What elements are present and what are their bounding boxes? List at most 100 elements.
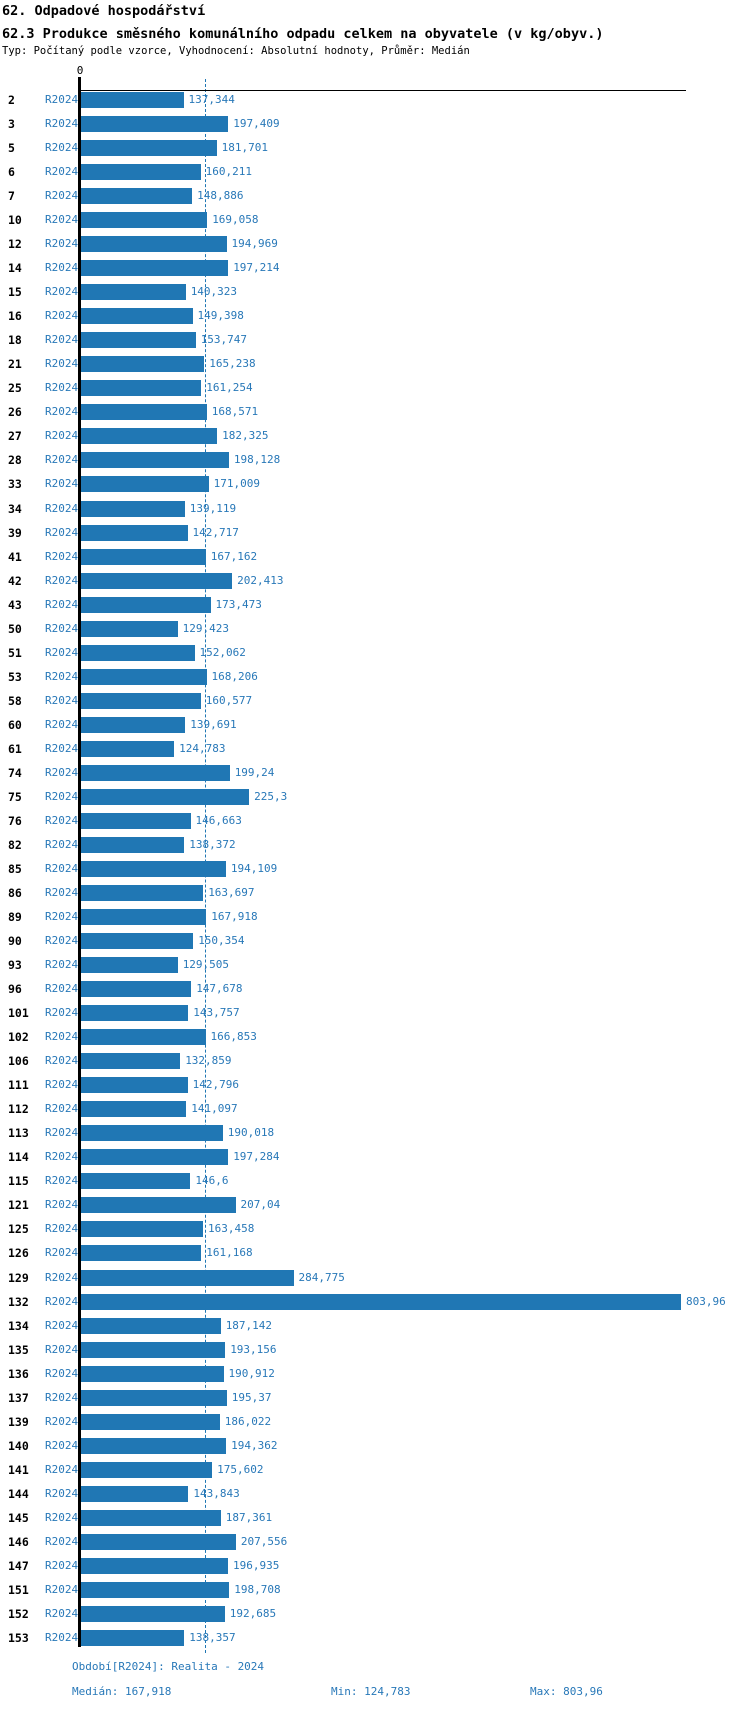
chart-row: 135 R2024 193,156 (0, 1338, 750, 1362)
row-series-label: R2024 (45, 861, 79, 875)
row-value: 137,344 (188, 93, 235, 106)
row-number: 58 (8, 693, 22, 708)
row-value: 197,284 (233, 1150, 280, 1164)
row-series-label: R2024 (45, 910, 79, 924)
row-bar (81, 596, 211, 613)
row-series-label: R2024 (45, 982, 79, 996)
chart-row: 153 R2024 138,357 (0, 1626, 750, 1650)
chart-row: 86 R2024 163,697 (0, 881, 750, 905)
chart-row: 6 R2024 160,211 (0, 160, 750, 184)
row-series-label: R2024 (45, 934, 79, 948)
row-value: 284,775 (298, 1270, 345, 1284)
row-number: 5 (8, 141, 15, 156)
row-value: 139,119 (189, 501, 237, 515)
chart-row: 106 R2024 132,859 (0, 1049, 750, 1073)
row-series-label: R2024 (45, 886, 79, 900)
chart-row: 85 R2024 194,109 (0, 857, 750, 881)
row-value: 152,062 (199, 645, 246, 659)
row-number: 14 (8, 261, 22, 276)
row-bar (81, 140, 217, 157)
row-bar (81, 332, 196, 349)
row-value: 186,022 (224, 1414, 272, 1428)
row-series-label: R2024 (45, 789, 79, 803)
row-series-label: R2024 (45, 1558, 79, 1572)
row-value: 146,663 (195, 813, 242, 827)
footer-max: Max: 803,96 (530, 1685, 603, 1698)
chart-row: 76 R2024 146,663 (0, 809, 750, 833)
row-value: 181,701 (221, 141, 268, 155)
row-bar (81, 236, 227, 253)
row-value: 124,783 (179, 741, 226, 755)
row-bar (81, 500, 185, 517)
chart-row: 137 R2024 195,37 (0, 1386, 750, 1410)
row-series-label: R2024 (45, 1390, 79, 1404)
chart-row: 125 R2024 163,458 (0, 1217, 750, 1241)
row-number: 141 (8, 1462, 29, 1477)
row-number: 152 (8, 1606, 29, 1621)
chart-row: 121 R2024 207,04 (0, 1193, 750, 1217)
chart-row: 53 R2024 168,206 (0, 665, 750, 689)
row-value: 175,602 (217, 1462, 264, 1476)
row-value: 163,458 (208, 1222, 255, 1236)
row-bar (81, 476, 209, 493)
chart-row: 140 R2024 194,362 (0, 1434, 750, 1458)
row-series-label: R2024 (45, 501, 79, 515)
row-value: 147,678 (196, 982, 243, 996)
chart-row: 7 R2024 148,886 (0, 184, 750, 208)
row-value: 168,206 (211, 669, 258, 683)
row-bar (81, 981, 192, 998)
row-value: 161,254 (206, 381, 253, 395)
row-number: 126 (8, 1246, 29, 1261)
chart-row: 75 R2024 225,3 (0, 785, 750, 809)
row-series-label: R2024 (45, 1438, 79, 1452)
row-series-label: R2024 (45, 405, 79, 419)
chart-row: 147 R2024 196,935 (0, 1554, 750, 1578)
chart-rows: 2 R2024 137,344 3 R2024 197,409 5 R2024 181,701 6… (0, 92, 750, 1650)
chart-row: 132 R2024 803,96 (0, 1290, 750, 1314)
row-bar (81, 260, 229, 277)
row-value: 160,211 (205, 165, 252, 179)
chart-row: 134 R2024 187,142 (0, 1314, 750, 1338)
row-number: 102 (8, 1030, 29, 1045)
chart-row: 113 R2024 190,018 (0, 1121, 750, 1145)
row-value: 148,886 (197, 189, 244, 203)
row-series-label: R2024 (45, 93, 79, 106)
row-series-label: R2024 (45, 1366, 79, 1380)
chart-row: 141 R2024 175,602 (0, 1458, 750, 1482)
row-value: 198,708 (234, 1582, 281, 1596)
row-value: 160,577 (205, 693, 253, 707)
row-number: 114 (8, 1150, 29, 1165)
row-value: 163,697 (208, 886, 255, 900)
row-number: 140 (8, 1438, 29, 1453)
chart-row: 21 R2024 165,238 (0, 352, 750, 376)
row-series-label: R2024 (45, 525, 79, 539)
row-series-label: R2024 (45, 741, 79, 755)
row-series-label: R2024 (45, 477, 79, 491)
row-value: 196,935 (233, 1558, 280, 1572)
row-value: 198,128 (233, 453, 281, 467)
row-bar (81, 212, 208, 229)
chart-row: 129 R2024 284,775 (0, 1266, 750, 1290)
row-series-label: R2024 (45, 1606, 79, 1620)
row-series-label: R2024 (45, 1174, 79, 1188)
row-value: 197,409 (233, 117, 280, 131)
row-number: 75 (8, 789, 22, 804)
row-value: 149,398 (197, 309, 244, 323)
row-bar (81, 1365, 224, 1382)
row-bar (81, 548, 206, 565)
row-series-label: R2024 (45, 765, 79, 779)
row-series-label: R2024 (45, 1414, 79, 1428)
row-number: 60 (8, 717, 22, 732)
chart-row: 74 R2024 199,24 (0, 761, 750, 785)
row-number: 111 (8, 1078, 29, 1093)
row-value: 143,843 (193, 1486, 240, 1500)
row-value: 171,009 (213, 477, 260, 491)
row-bar (81, 1317, 221, 1334)
row-series-label: R2024 (45, 285, 79, 299)
chart-row: 41 R2024 167,162 (0, 545, 750, 569)
row-number: 125 (8, 1222, 29, 1237)
chart-row: 43 R2024 173,473 (0, 593, 750, 617)
row-series-label: R2024 (45, 1294, 79, 1308)
row-bar (81, 1581, 230, 1598)
